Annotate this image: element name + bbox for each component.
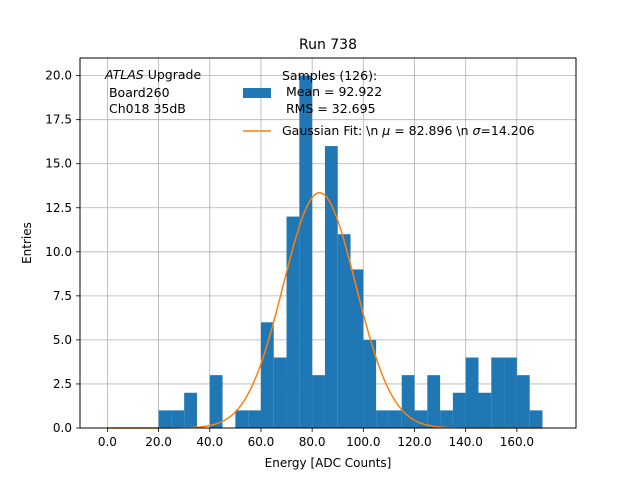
legend-hist-line-2: Mean = 92.922 [282,84,382,99]
x-tick-label: 60.0 [248,435,275,449]
x-tick-label: 0.0 [98,435,117,449]
histogram-bar [184,392,197,428]
legend-fit-mu: μ [381,123,390,138]
y-tick-label: 20.0 [45,69,72,83]
histogram-bar [324,146,338,428]
histogram-bar [363,339,377,428]
histogram-bars [158,75,543,428]
legend: Samples (126): Mean = 92.922 RMS = 32.69… [243,68,535,138]
x-tick-label: 40.0 [196,435,223,449]
histogram-bar [158,410,172,428]
legend-hist-line-3: RMS = 32.695 [282,101,376,116]
histogram-bar [235,410,249,428]
histogram-bar [299,75,313,428]
y-tick-label: 12.5 [45,201,72,215]
histogram-bar [337,234,351,428]
histogram-bar [209,375,223,428]
x-tick-label: 160.0 [500,435,534,449]
y-axis-label: Entries [20,222,34,264]
x-tick-label: 80.0 [299,435,326,449]
y-tick-label: 15.0 [45,157,72,171]
atlas-annotation: ATLAS Upgrade Board260 Ch018 35dB [104,67,201,116]
histogram-bar [273,357,287,428]
y-tick-label: 0.0 [53,421,72,435]
y-tick-label: 7.5 [53,289,72,303]
x-axis-ticks: 0.0 20.0 40.0 60.0 80.0 100.0 120.0 140.0 160.0 [98,428,534,449]
y-axis-ticks: 0.0 2.5 5.0 7.5 10.0 12.5 15.0 17.5 20.0 [45,69,80,435]
histogram-bar [401,375,415,428]
y-tick-label: 10.0 [45,245,72,259]
x-tick-label: 140.0 [449,435,483,449]
legend-hist-line-1: Samples (126): [282,68,377,83]
x-tick-label: 20.0 [145,435,172,449]
histogram-bar [388,410,402,428]
histogram-bar [260,322,274,428]
y-tick-label: 2.5 [53,377,72,391]
atlas-upgrade-text: Upgrade [144,67,202,82]
legend-fit-sigma: σ [472,123,481,138]
annotation-line-2: Board260 [105,85,170,100]
histogram-bar [465,357,479,428]
plot-frame [79,57,577,429]
histogram-bar [376,410,389,428]
legend-fit-mu-value: = 82.896 \n [390,123,472,138]
histogram-bar [286,216,300,428]
atlas-word: ATLAS [104,67,144,82]
histogram-bar [427,375,441,428]
y-tick-label: 17.5 [45,113,72,127]
chart-title: Run 738 [299,37,357,53]
histogram-bar [452,392,466,428]
histogram-bar [516,375,530,428]
legend-fit-prefix: Gaussian Fit: \n [282,123,382,138]
legend-histogram-swatch [243,88,271,98]
histogram-bar [504,357,517,428]
histogram-bar [171,410,185,428]
x-tick-label: 120.0 [397,435,431,449]
histogram-bar [491,357,505,428]
histogram-bar [350,269,364,428]
x-axis-label: Energy [ADC Counts] [265,456,392,470]
histogram-bar [248,410,261,428]
x-tick-label: 100.0 [346,435,380,449]
histogram-bar [440,410,453,428]
histogram-bar [478,392,492,428]
legend-fit-sigma-value: =14.206 [480,123,534,138]
histogram-bar [312,375,325,428]
annotation-line-3: Ch018 35dB [105,101,186,116]
y-tick-label: 5.0 [53,333,72,347]
histogram-bar [529,410,543,428]
annotation-line-1: ATLAS Upgrade [104,67,201,82]
legend-fit-label: Gaussian Fit: \n μ = 82.896 \n σ=14.206 [282,123,535,138]
